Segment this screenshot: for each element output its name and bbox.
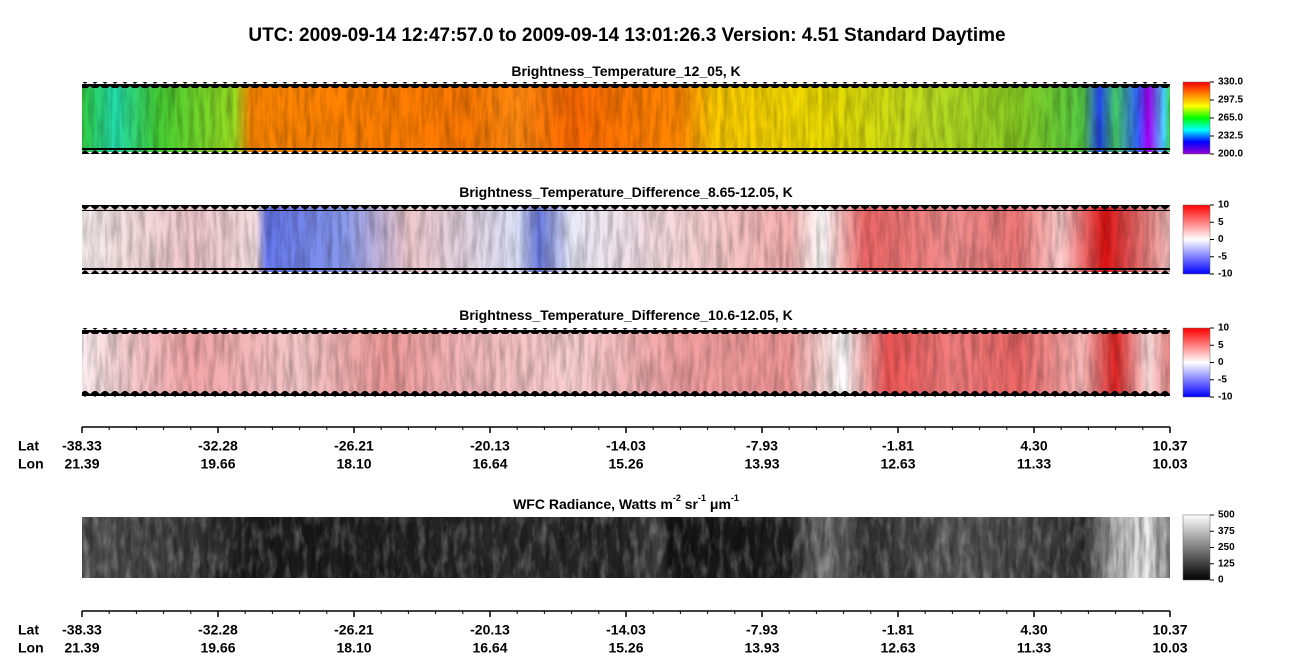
colorbar-tick-label: 375 <box>1218 526 1235 537</box>
colorbar-tick-label: 0 <box>1218 234 1224 245</box>
lon-tick-label: 10.03 <box>1152 456 1187 472</box>
panel-title: Brightness_Temperature_Difference_8.65-1… <box>459 184 793 200</box>
scan-edge <box>82 205 1170 211</box>
colorbar-tick-label: 500 <box>1218 510 1235 521</box>
panel-title: Brightness_Temperature_12_05, K <box>511 63 740 79</box>
lon-tick-label: 19.66 <box>200 640 235 656</box>
panel-title: Brightness_Temperature_Difference_10.6-1… <box>459 307 793 323</box>
panel-title: WFC Radiance, Watts m-2 sr-1 μm-1 <box>513 493 739 511</box>
image-texture <box>82 517 1170 578</box>
lat-tick-label: 4.30 <box>1020 438 1047 454</box>
colorbar <box>1182 327 1211 398</box>
colorbar-tick-label: 5 <box>1218 340 1224 351</box>
lon-label: Lon <box>18 456 44 472</box>
lon-tick-label: 15.26 <box>608 456 643 472</box>
colorbar-tick-label: 265.0 <box>1218 113 1243 124</box>
scan-edge <box>82 391 1170 397</box>
image-texture <box>82 207 1170 272</box>
colorbar-tick-label: 125 <box>1218 558 1235 569</box>
lon-tick-label: 13.93 <box>744 640 779 656</box>
colorbar-tick-label: 5 <box>1218 217 1224 228</box>
scan-edge <box>82 148 1170 154</box>
lon-tick-label: 18.10 <box>336 640 371 656</box>
lat-tick-label: -7.93 <box>746 622 778 638</box>
title-part: WFC Radiance, Watts m <box>513 496 673 512</box>
lon-tick-label: 11.33 <box>1017 456 1051 472</box>
colorbar-tick-label: 0 <box>1218 357 1224 368</box>
lon-tick-label: 16.64 <box>472 456 507 472</box>
lon-tick-label: 19.66 <box>200 456 235 472</box>
lon-tick-label: 21.39 <box>64 456 99 472</box>
colorbar-tick-label: 0 <box>1218 575 1224 586</box>
colorbar-tick-label: -10 <box>1218 269 1233 280</box>
lon-tick-label: 12.63 <box>880 456 915 472</box>
lat-tick-label: -32.28 <box>198 438 238 454</box>
lat-tick-label: -38.33 <box>62 622 102 638</box>
title-part: Brightness_Temperature_Difference_8.65-1… <box>459 184 793 200</box>
scan-edge <box>82 268 1170 274</box>
image-texture <box>82 84 1170 152</box>
title-part: Brightness_Temperature_12_05, K <box>511 63 740 79</box>
image-texture <box>82 330 1170 395</box>
title-part: sr <box>681 496 699 512</box>
lon-tick-label: 11.33 <box>1017 640 1051 656</box>
lon-label: Lon <box>18 640 44 656</box>
title-part: μm <box>706 496 731 512</box>
scan-edge <box>82 328 1170 334</box>
lat-tick-label: -7.93 <box>746 438 778 454</box>
lon-tick-label: 18.10 <box>336 456 371 472</box>
lat-tick-label: -38.33 <box>62 438 102 454</box>
lon-tick-label: 15.26 <box>608 640 643 656</box>
colorbar-tick-label: 232.5 <box>1218 131 1243 142</box>
lat-tick-label: -32.28 <box>198 622 238 638</box>
title-superscript: -1 <box>698 493 706 503</box>
main-title: UTC: 2009-09-14 12:47:57.0 to 2009-09-14… <box>248 25 1005 46</box>
lat-tick-label: -20.13 <box>470 438 510 454</box>
colorbar <box>1182 514 1211 581</box>
lon-tick-label: 10.03 <box>1152 640 1187 656</box>
lat-tick-label: -1.81 <box>882 622 914 638</box>
lat-tick-label: -20.13 <box>470 622 510 638</box>
lat-tick-label: 4.30 <box>1020 622 1047 638</box>
colorbar-tick-label: -5 <box>1218 374 1227 385</box>
title-superscript: -1 <box>731 493 739 503</box>
lat-tick-label: -14.03 <box>606 438 646 454</box>
colorbar-tick-label: -5 <box>1218 251 1227 262</box>
lat-label: Lat <box>18 622 39 638</box>
lat-tick-label: -1.81 <box>882 438 914 454</box>
colorbar-tick-label: 250 <box>1218 542 1235 553</box>
title-superscript: -2 <box>673 493 681 503</box>
colorbar-tick-label: 10 <box>1218 323 1230 334</box>
colorbar-tick-label: 297.5 <box>1218 95 1243 106</box>
colorbar-tick-label: 10 <box>1218 200 1230 211</box>
title-part: Brightness_Temperature_Difference_10.6-1… <box>459 307 793 323</box>
lon-tick-label: 13.93 <box>744 456 779 472</box>
lat-tick-label: 10.37 <box>1152 438 1187 454</box>
lat-tick-label: -14.03 <box>606 622 646 638</box>
scan-edge <box>82 82 1170 88</box>
colorbar-tick-label: -10 <box>1218 392 1233 403</box>
lat-label: Lat <box>18 438 39 454</box>
colorbar-tick-label: 330.0 <box>1218 77 1243 88</box>
lat-tick-label: 10.37 <box>1152 622 1187 638</box>
colorbar-tick-label: 200.0 <box>1218 149 1243 160</box>
lat-tick-label: -26.21 <box>334 622 374 638</box>
lon-tick-label: 16.64 <box>472 640 507 656</box>
colorbar <box>1182 204 1211 275</box>
lon-tick-label: 21.39 <box>64 640 99 656</box>
lat-tick-label: -26.21 <box>334 438 374 454</box>
lon-tick-label: 12.63 <box>880 640 915 656</box>
colorbar <box>1182 81 1211 155</box>
